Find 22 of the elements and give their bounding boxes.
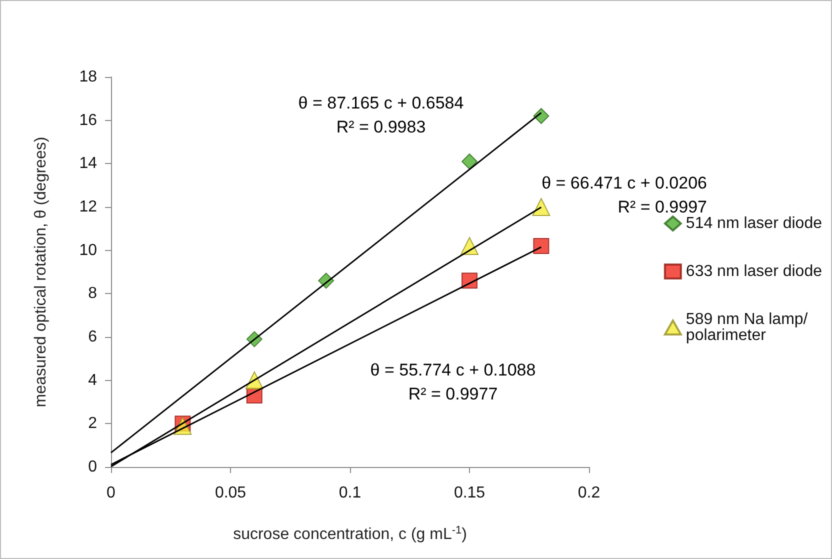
y-tick-label: 14 — [79, 155, 98, 172]
y-tick-label: 6 — [88, 328, 98, 346]
y-tick-label: 4 — [88, 372, 98, 389]
annotation: θ = 87.165 c + 0.6584 R² = 0.9983 — [298, 94, 464, 136]
x-tick-label: 0.15 — [454, 484, 486, 502]
y-axis-title: measured optical rotation, θ (degrees) — [32, 136, 50, 408]
annotation: θ = 66.471 c + 0.0206 R² = 0.9997 — [542, 174, 707, 216]
y-tick-label: 10 — [79, 242, 98, 259]
annotation: θ = 55.774 c + 0.1088 R² = 0.9977 — [370, 360, 536, 404]
y-tick-label: 18 — [79, 68, 98, 86]
y-tick-label: 16 — [79, 112, 98, 129]
legend-label: 514 nm laser diode — [686, 215, 822, 232]
y-tick-label: 0 — [88, 458, 98, 476]
y-tick-label: 8 — [88, 285, 98, 302]
legend-label: 589 nm Na lamp/polarimeter — [686, 311, 808, 344]
x-tick-label: 0.1 — [338, 484, 362, 502]
x-tick-label: 0.05 — [214, 484, 246, 502]
x-tick-label: 0.2 — [578, 484, 600, 502]
x-tick-label: 0 — [106, 484, 116, 502]
legend-label: 633 nm laser diode — [686, 263, 822, 280]
y-tick-label: 12 — [79, 198, 98, 216]
y-tick-label: 2 — [88, 415, 98, 432]
